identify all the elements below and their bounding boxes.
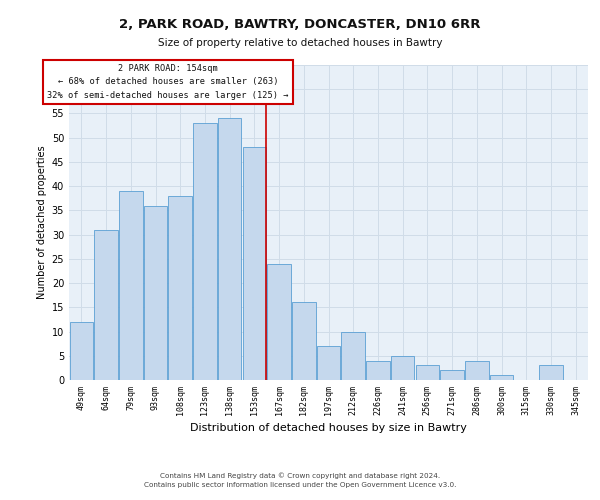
Text: 2 PARK ROAD: 154sqm
← 68% of detached houses are smaller (263)
32% of semi-detac: 2 PARK ROAD: 154sqm ← 68% of detached ho… <box>47 64 289 100</box>
Bar <box>490 375 513 380</box>
Bar <box>242 148 266 380</box>
X-axis label: Distribution of detached houses by size in Bawtry: Distribution of detached houses by size … <box>190 423 467 433</box>
Bar <box>465 360 488 380</box>
Text: Size of property relative to detached houses in Bawtry: Size of property relative to detached ho… <box>158 38 442 48</box>
Bar <box>144 206 167 380</box>
Bar <box>366 360 389 380</box>
Bar <box>169 196 192 380</box>
Bar <box>391 356 415 380</box>
Bar <box>539 366 563 380</box>
Bar <box>416 366 439 380</box>
Text: 2, PARK ROAD, BAWTRY, DONCASTER, DN10 6RR: 2, PARK ROAD, BAWTRY, DONCASTER, DN10 6R… <box>119 18 481 30</box>
Bar <box>440 370 464 380</box>
Bar <box>193 123 217 380</box>
Bar <box>70 322 93 380</box>
Bar <box>341 332 365 380</box>
Bar <box>292 302 316 380</box>
Text: Contains HM Land Registry data © Crown copyright and database right 2024.
Contai: Contains HM Land Registry data © Crown c… <box>144 472 456 488</box>
Bar <box>218 118 241 380</box>
Bar <box>268 264 291 380</box>
Y-axis label: Number of detached properties: Number of detached properties <box>37 146 47 300</box>
Bar <box>119 191 143 380</box>
Bar <box>317 346 340 380</box>
Bar <box>94 230 118 380</box>
